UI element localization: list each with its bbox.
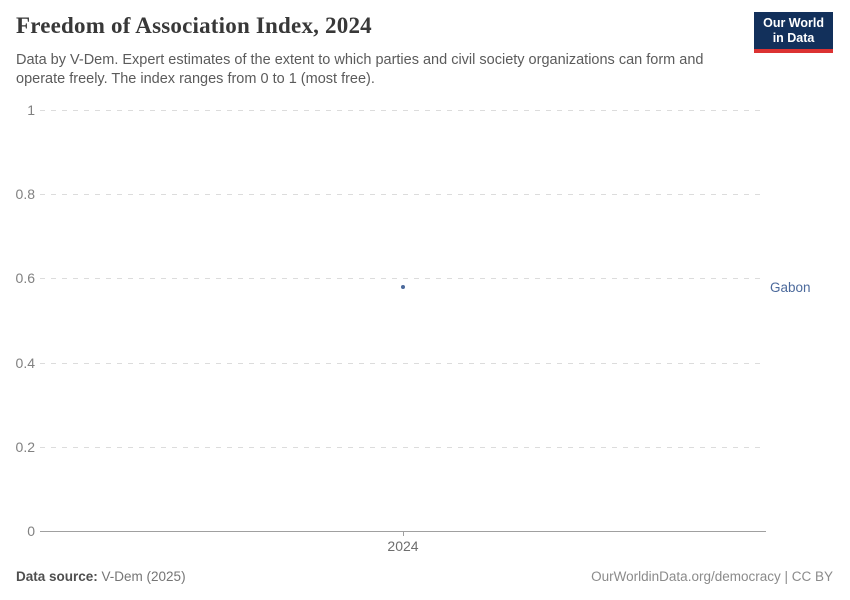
- gridline: [40, 362, 762, 364]
- x-tick-label: 2024: [387, 538, 419, 554]
- gridline: [40, 278, 762, 280]
- attribution[interactable]: OurWorldinData.org/democracy | CC BY: [591, 569, 833, 584]
- owid-logo-line2: in Data: [772, 31, 815, 45]
- owid-logo[interactable]: Our World in Data: [754, 12, 833, 53]
- gridline: [40, 194, 762, 196]
- data-source: Data source: V-Dem (2025): [16, 569, 186, 584]
- y-tick-label: 0.4: [15, 354, 35, 371]
- page-title: Freedom of Association Index, 2024: [16, 13, 372, 38]
- y-tick-label: 0.2: [15, 438, 35, 455]
- y-tick-label: 0: [27, 523, 35, 539]
- y-tick-label: 0.8: [15, 186, 35, 203]
- data-source-value: V-Dem (2025): [97, 569, 186, 584]
- data-source-label: Data source:: [16, 569, 98, 584]
- owid-logo-line1: Our World: [763, 16, 824, 30]
- chart-subtitle: Data by V-Dem. Expert estimates of the e…: [16, 52, 704, 87]
- gridline: [40, 110, 762, 111]
- gridline: [40, 446, 762, 448]
- y-tick-label: 0.6: [15, 270, 35, 287]
- entity-label[interactable]: Gabon: [770, 279, 811, 295]
- x-axis-tick: [403, 531, 404, 536]
- data-point[interactable]: [400, 284, 405, 289]
- y-tick-label: 1: [27, 102, 35, 118]
